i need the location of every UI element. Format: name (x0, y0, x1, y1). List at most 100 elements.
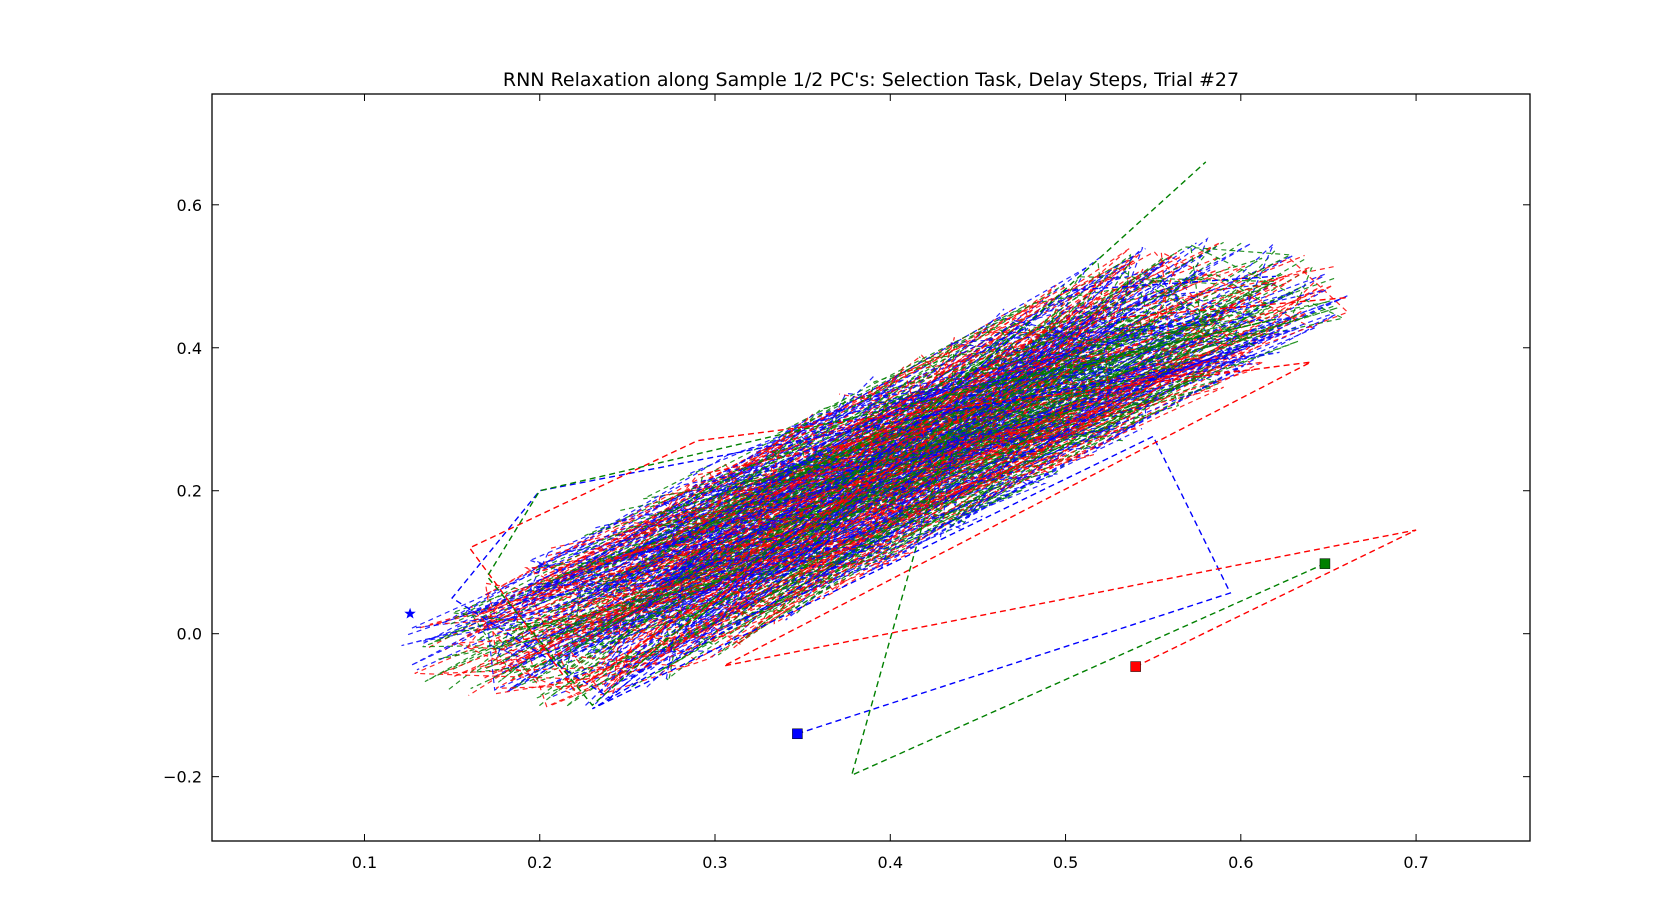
trajectory-line (811, 257, 1349, 520)
trajectory-line (546, 266, 1132, 663)
trajectory-line (584, 307, 1338, 537)
trajectory-line (534, 276, 1323, 590)
trajectory-line (633, 266, 1313, 642)
trajectory-line (523, 342, 987, 660)
trajectory-line (531, 334, 1273, 628)
trajectory-line (497, 356, 941, 683)
trajectory-line (500, 316, 1093, 671)
trajectory-line (495, 383, 1127, 689)
trajectory-line (572, 354, 1009, 674)
trajectory-line (472, 321, 1021, 675)
trajectory-line (623, 367, 957, 640)
trajectory-line (457, 260, 1135, 697)
trajectory-line (668, 344, 1244, 679)
trajectory-line (737, 319, 1130, 617)
trajectory-line (695, 295, 1241, 595)
x-tick-label: 0.4 (878, 853, 903, 872)
y-tick-label: 0.6 (177, 196, 202, 215)
series-line (486, 161, 1326, 777)
trajectory-line (889, 317, 1294, 537)
trajectory-line (545, 286, 1088, 653)
trajectory-line (473, 500, 735, 632)
x-tick-label: 0.5 (1053, 853, 1078, 872)
y-tick-label: 0.0 (177, 625, 202, 644)
trajectory-line (1010, 282, 1272, 450)
trajectory-layer (401, 161, 1417, 777)
y-tick-label: 0.2 (177, 482, 202, 501)
plot-frame (211, 93, 1531, 842)
trajectory-line (554, 246, 1217, 655)
x-tick-label: 0.7 (1403, 853, 1428, 872)
trajectory-line (1037, 311, 1139, 468)
trajectory-line (665, 351, 1280, 683)
x-tick-label: 0.3 (702, 853, 727, 872)
trajectory-line (984, 314, 1213, 384)
axis-ticks: 0.1 0.2 0.3 0.4 0.5 0.6 0.7 −0.2 0.0 0.2 0.4 0.6 (163, 94, 1530, 872)
trajectory-line (688, 273, 1283, 523)
trajectory-line (797, 262, 1193, 599)
trajectory-line (520, 318, 1256, 602)
trajectory-line (920, 301, 1327, 514)
trajectory-line (454, 273, 1272, 619)
trajectory-line (575, 428, 1143, 693)
trajectory-line (819, 282, 1334, 527)
trajectory-line (479, 350, 1065, 705)
start-marker (404, 607, 416, 619)
trajectory-line (614, 302, 1108, 679)
trajectory-line (610, 362, 1045, 689)
trajectory-line (466, 411, 1074, 668)
trajectory-line (625, 251, 1264, 664)
trajectory-line (501, 344, 1012, 651)
trajectory-line (551, 258, 1131, 706)
trajectory-line (422, 559, 658, 673)
trajectory-line (630, 246, 1184, 615)
y-tick-label: 0.4 (177, 339, 202, 358)
trajectory-line (560, 316, 1153, 670)
trajectory-line (510, 337, 1102, 682)
trajectory-line (733, 286, 1097, 649)
trajectory-line (407, 287, 1259, 691)
trajectory-line (801, 284, 1334, 572)
trajectory-line (600, 315, 1184, 632)
trajectory-line (575, 308, 1223, 627)
trajectory-line (530, 522, 739, 591)
end-marker (1130, 661, 1141, 672)
trajectory-line (651, 246, 1293, 546)
trajectory-line (704, 280, 1198, 616)
trajectory-line (674, 243, 1274, 633)
trajectory-line (534, 423, 1031, 588)
trajectory-line (424, 241, 1224, 683)
trajectory-line (746, 352, 1091, 530)
trajectory-line (882, 241, 1221, 461)
trajectory-line (462, 289, 1326, 616)
trajectory-line (524, 364, 1221, 683)
trajectory-line (694, 320, 1223, 644)
trajectory-line (673, 330, 1079, 583)
trajectory-line (534, 304, 1218, 593)
x-tick-label: 0.1 (352, 853, 377, 872)
end-marker (792, 728, 803, 740)
series-line (451, 275, 1276, 735)
trajectory-line (495, 265, 1089, 658)
trajectory-line (577, 301, 1201, 649)
series-line (468, 297, 1417, 692)
trajectory-line (611, 372, 1189, 607)
trajectory-line (465, 266, 1311, 639)
trajectory-line (694, 282, 1278, 497)
trajectory-line (490, 397, 1160, 662)
trajectory-line (660, 326, 1215, 515)
trajectory-line (484, 405, 998, 669)
trajectory-line (550, 273, 1325, 684)
trajectory-line (452, 399, 1163, 627)
x-tick-label: 0.6 (1228, 853, 1253, 872)
trajectory-line (423, 351, 1253, 642)
trajectory-line (507, 242, 1252, 643)
trajectory-line (480, 266, 1334, 631)
trajectory-line (578, 248, 1194, 652)
trajectory-line (651, 323, 1033, 659)
trajectory-line (411, 269, 1211, 649)
trajectory-line (758, 257, 1263, 626)
end-marker (1319, 558, 1331, 569)
trajectory-line (607, 267, 1256, 645)
